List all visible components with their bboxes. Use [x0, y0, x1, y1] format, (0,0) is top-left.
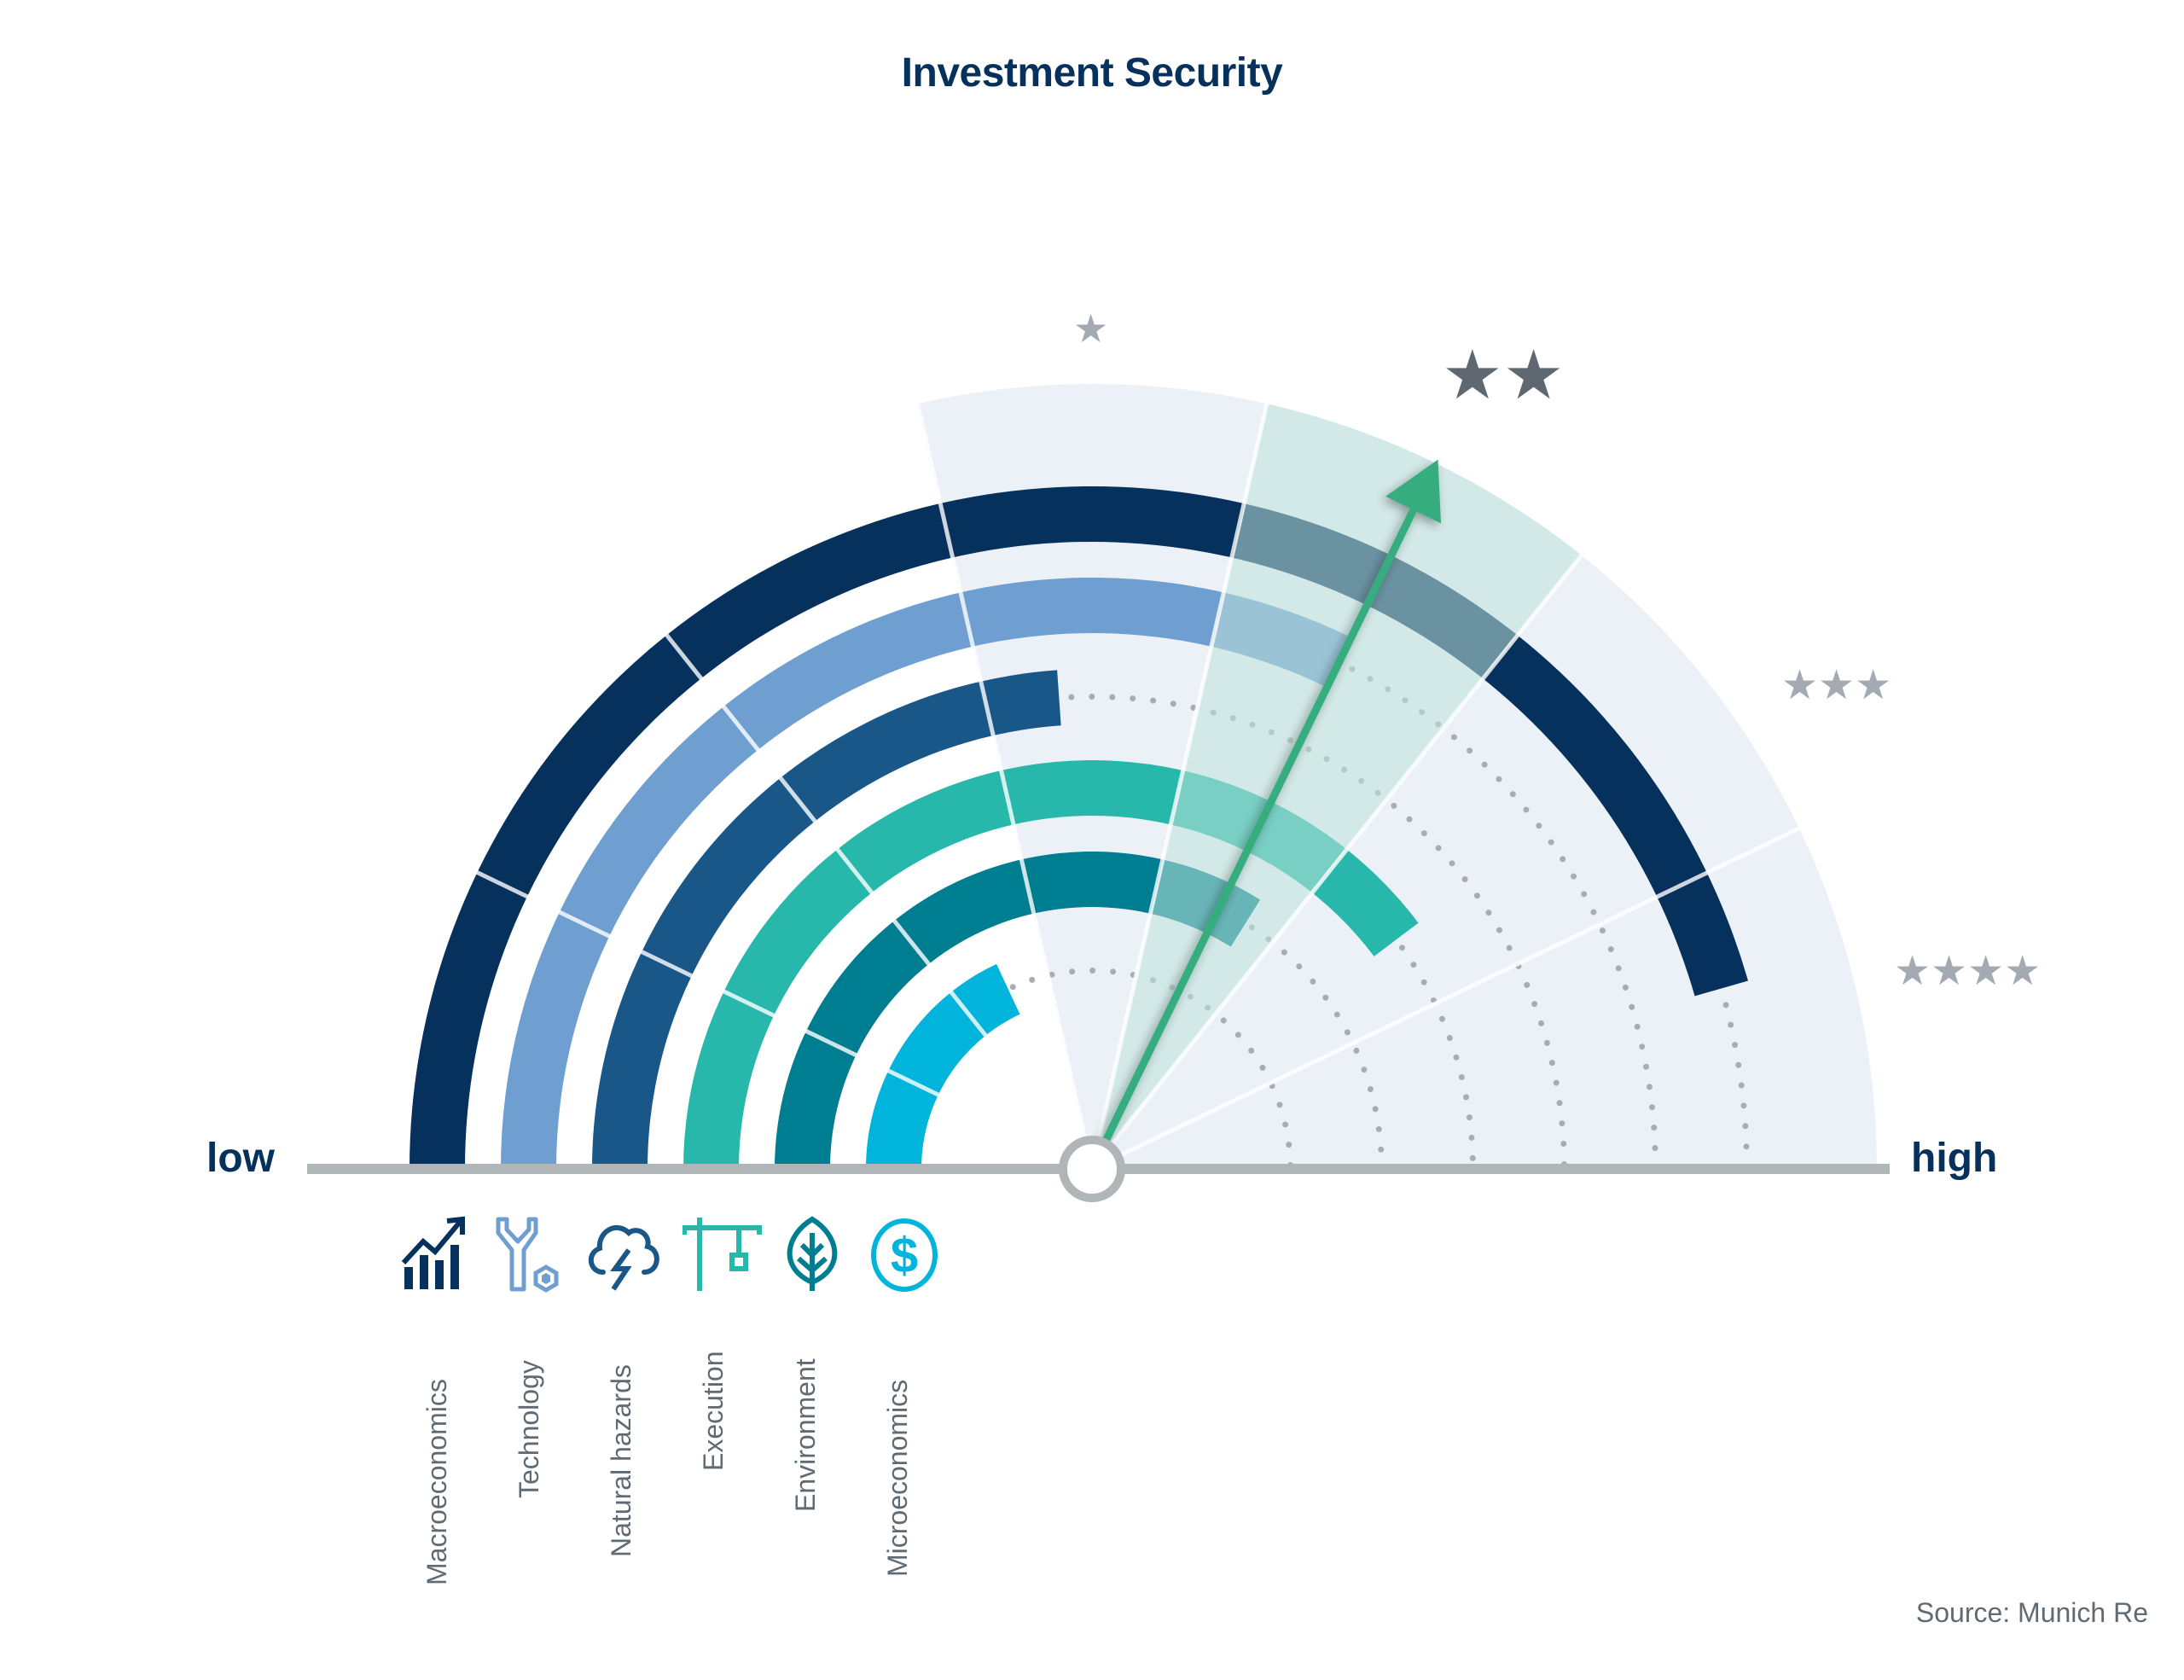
- arc-environment: [775, 851, 1261, 1169]
- highlight-band: [1092, 404, 1582, 1169]
- needle-head: [1385, 459, 1442, 524]
- category-label-macroeconomics: Macroeconomics: [421, 1379, 452, 1585]
- dollar-coin-icon: $: [871, 1218, 938, 1292]
- dotted-guide: [1349, 666, 1658, 1167]
- highlighted-rating-sector: [1092, 404, 1582, 1169]
- arc-natural-hazards: [592, 670, 1061, 1169]
- category-label-execution: Execution: [698, 1351, 729, 1471]
- segment-divider: [662, 630, 1094, 1171]
- category-label-environment: Environment: [790, 1358, 821, 1512]
- chart-title: Investment Security: [901, 50, 1283, 96]
- dotted-guide-arcs: [1009, 666, 1750, 1171]
- dotted-guide: [1399, 945, 1476, 1169]
- rising-chart-icon: [401, 1216, 465, 1289]
- segment-divider: [915, 403, 1095, 1170]
- category-label-natural-hazards: Natural hazards: [606, 1364, 636, 1557]
- leaf-icon: [787, 1216, 838, 1291]
- storm-cloud-icon: [589, 1225, 659, 1291]
- score-needle-arrow: [1088, 459, 1442, 1171]
- rating-two-stars: ★★: [1442, 337, 1565, 413]
- arc-technology: [501, 578, 1351, 1169]
- category-label-microeconomics: Microeconomics: [882, 1379, 913, 1577]
- segment-divider: [1090, 554, 1583, 1171]
- arc-microeconomics: [866, 963, 1020, 1169]
- dotted-guide: [1722, 1002, 1750, 1166]
- axis-high-label: high: [1911, 1136, 1998, 1181]
- rating-three-stars: ★★★: [1781, 663, 1892, 708]
- rating-four-stars: ★★★★: [1894, 949, 2042, 994]
- crane-icon: [682, 1218, 762, 1291]
- source-note: Source: Munich Re: [1915, 1597, 2148, 1628]
- category-arcs: [410, 485, 1749, 1169]
- segment-divider: [472, 869, 1094, 1171]
- segment-divider: [1090, 826, 1801, 1171]
- rating-one-star: ★: [1073, 306, 1109, 351]
- segment-divider: [1089, 403, 1269, 1170]
- segment-dividers: [472, 403, 1801, 1171]
- gauge-pivot: [1059, 1136, 1125, 1202]
- category-label-technology: Technology: [514, 1360, 544, 1498]
- arc-execution: [683, 760, 1419, 1169]
- needle-shaft: [1088, 503, 1420, 1171]
- wrench-nut-icon: [496, 1217, 559, 1293]
- svg-text:$: $: [891, 1228, 918, 1283]
- axis-low-label: low: [206, 1136, 275, 1181]
- dotted-guide: [1248, 924, 1385, 1170]
